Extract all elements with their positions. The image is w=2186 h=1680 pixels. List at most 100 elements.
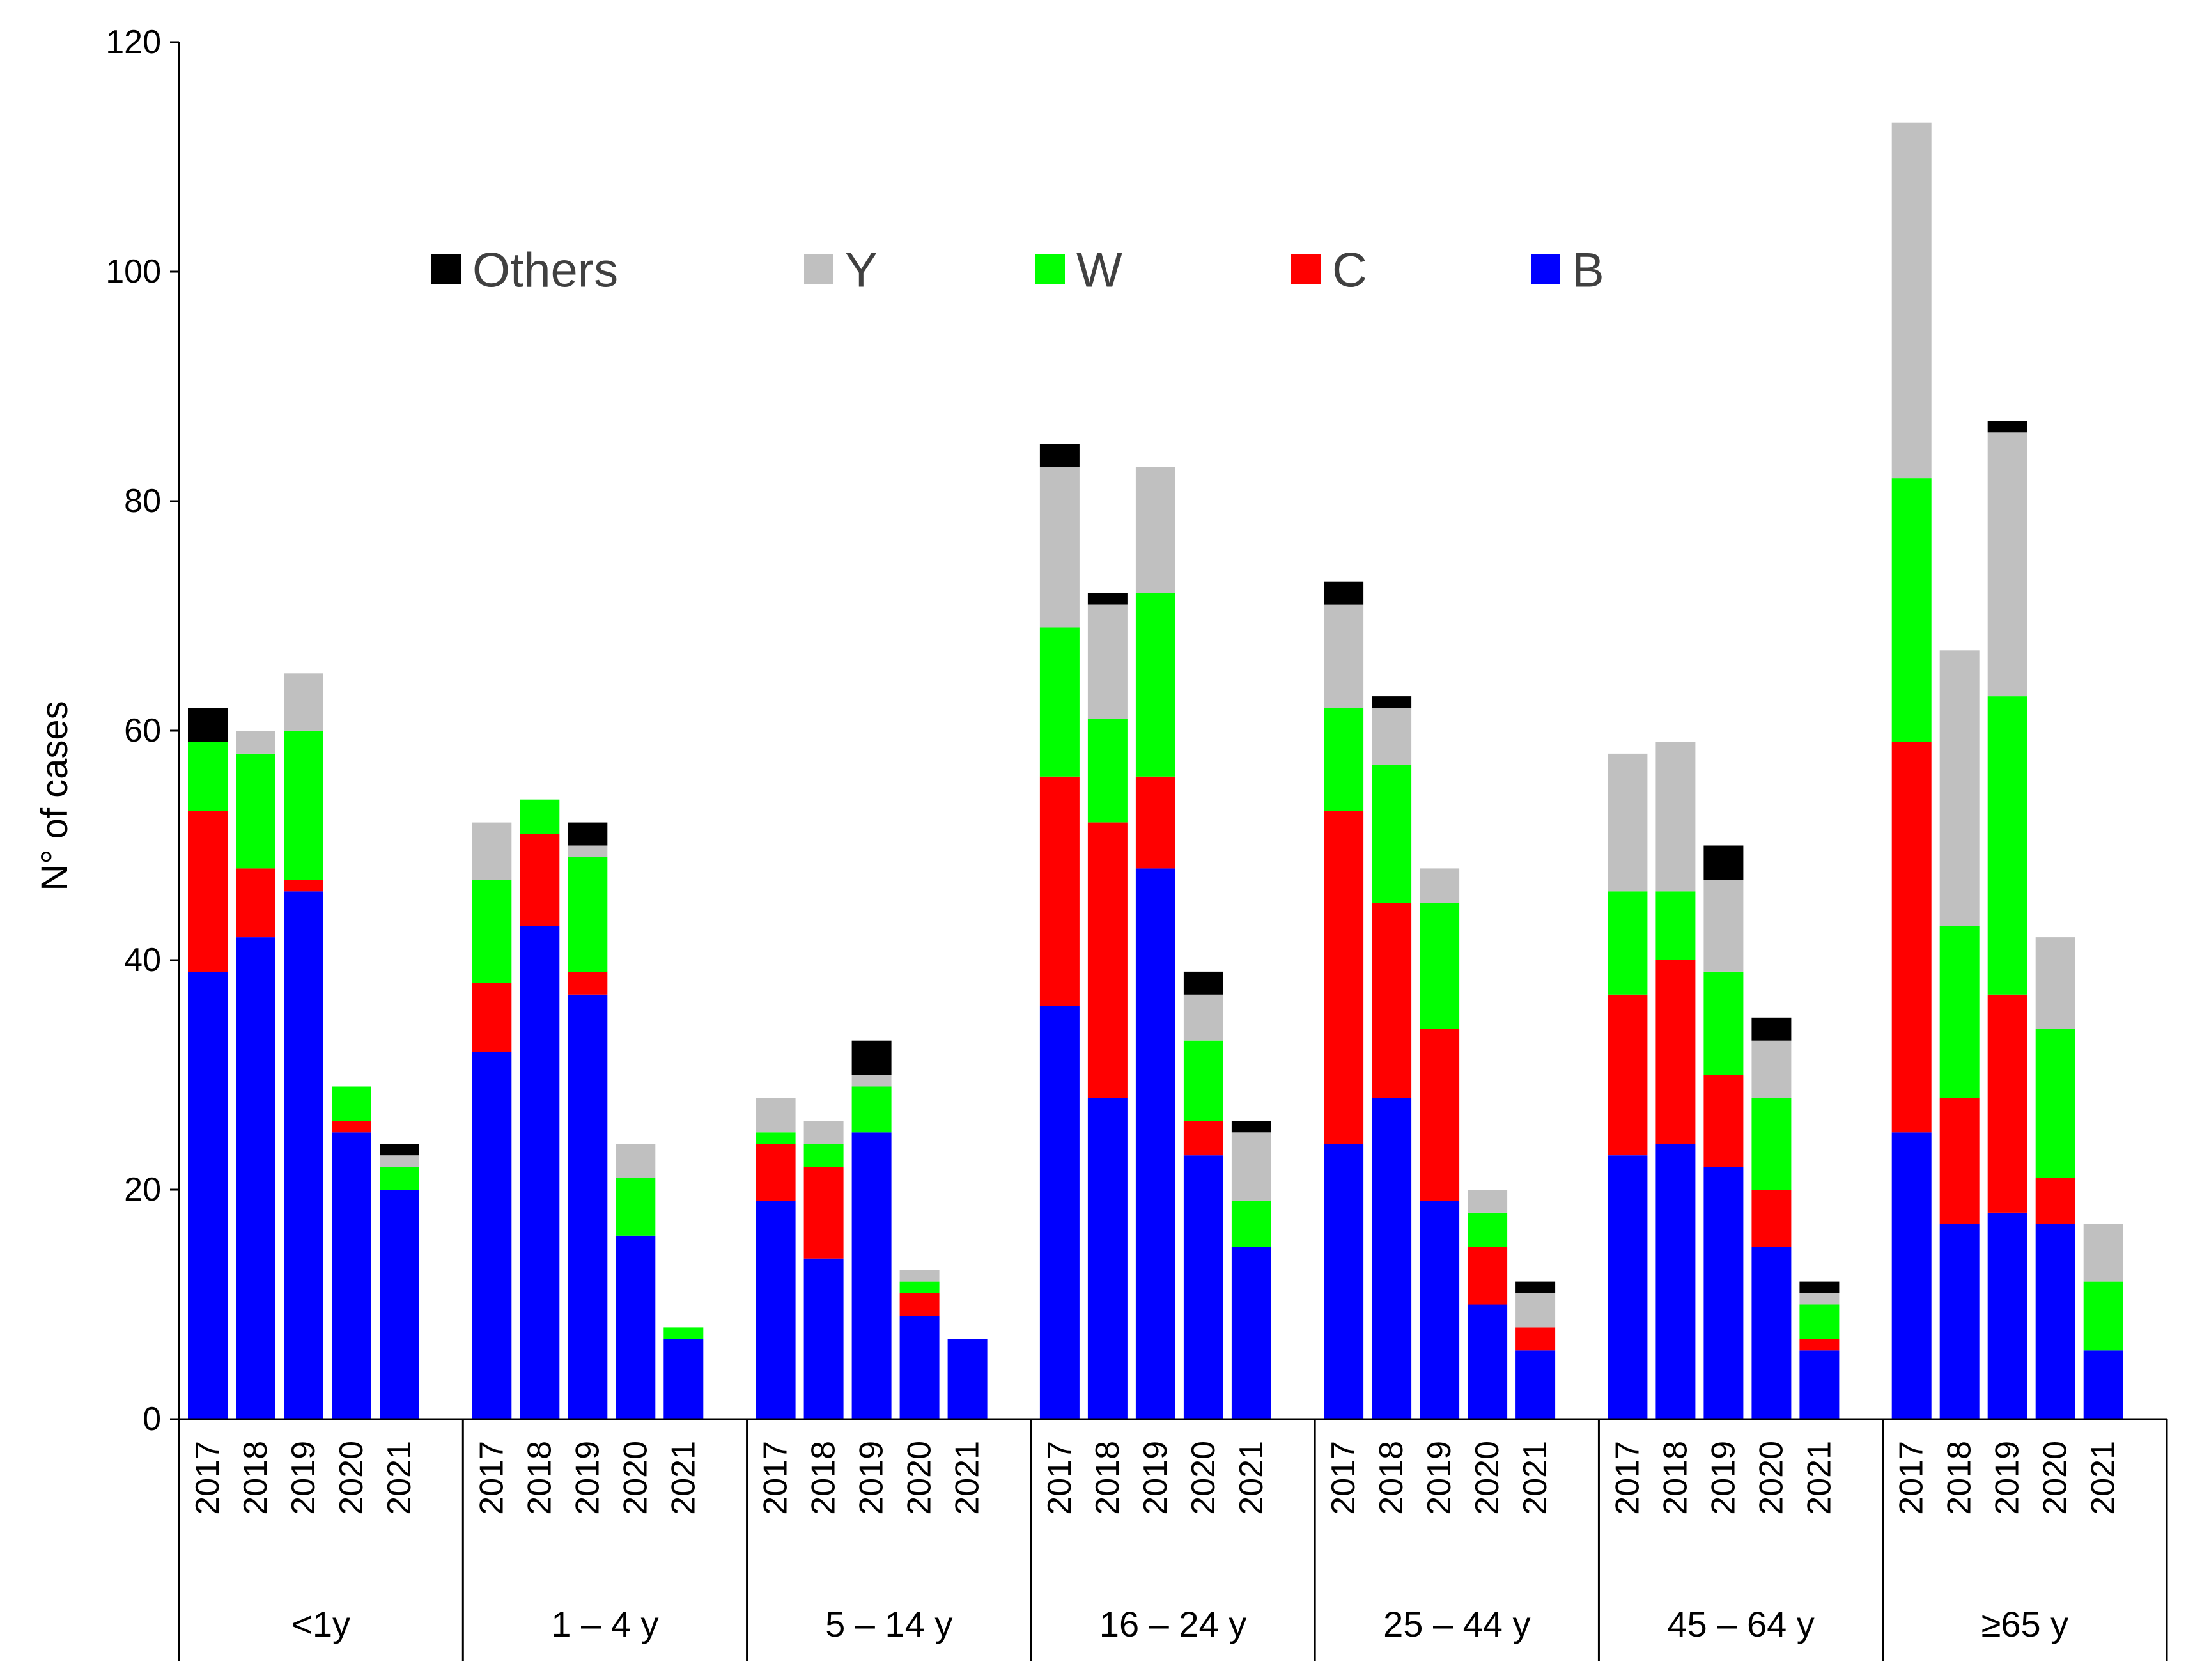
x-tick-label-year: 2018 [521,1441,558,1515]
bar-segment-w [520,799,560,834]
x-tick-label-year: 2021 [949,1441,986,1515]
bar-segment-c [1372,903,1412,1098]
bar-segment-c [520,834,560,926]
bar-segment-y [1372,708,1412,765]
bar-segment-y [1799,1293,1840,1305]
x-tick-label-year: 2021 [381,1441,418,1515]
x-tick-label-year: 2019 [853,1441,890,1515]
bar-segment-b [1039,1006,1080,1419]
bar-segment-y [1987,432,2027,697]
bar-segment-w [472,880,512,983]
bar-segment-b [188,971,228,1419]
bar-segment-c [1799,1339,1840,1351]
y-axis-title: N° of cases [34,701,75,891]
bar-segment-c [1891,742,1932,1133]
bar-segment-w [1420,903,1460,1029]
bar-segment-w [1087,719,1128,823]
bar-segment-w [1703,971,1744,1075]
bar-segment-others [1324,581,1364,605]
bar-segment-w [284,731,323,880]
bar-segment-w [1891,478,1932,742]
bar-segment-b [1608,1155,1648,1419]
bar-segment-y [1135,467,1175,593]
y-axis: 0 20 40 60 80 100 120 [105,24,180,1438]
x-tick-label-year: 2018 [1657,1441,1694,1515]
bar-segment-y [472,822,512,880]
bar-segment-b [803,1258,844,1419]
bar-segment-w [1608,891,1648,995]
y-tick-label: 100 [105,253,161,290]
bar-segment-y [1087,604,1128,719]
bar-segment-w [663,1327,704,1339]
bar-segment-y [1939,650,1980,926]
bar-segment-b [756,1201,796,1419]
bar-segment-y [380,1155,419,1167]
bar-segment-c [1183,1121,1223,1156]
y-tick-label: 120 [105,24,161,61]
x-tick-label-year: 2018 [805,1441,842,1515]
bar-segment-c [1135,776,1175,869]
x-tick-label-year: 2017 [757,1441,795,1515]
x-tick-label-year: 2020 [1753,1441,1790,1515]
x-tick-label-year: 2018 [1941,1441,1978,1515]
bar-segment-c [1655,960,1696,1144]
bar-segment-b [663,1339,704,1419]
bar-segment-b [1655,1144,1696,1419]
bar-segment-others [568,822,608,846]
x-tick-label-year: 2018 [1373,1441,1410,1515]
x-tick-label-year: 2019 [1421,1441,1458,1515]
bar-segment-b [236,937,275,1419]
x-tick-label-year: 2020 [2037,1441,2074,1515]
x-tick-label-year: 2017 [1041,1441,1078,1515]
legend-swatch-b [1531,254,1560,284]
bar-segment-b [1372,1098,1412,1419]
bar-segment-w [1231,1201,1271,1247]
bar-segment-b [1799,1350,1840,1419]
bar-segment-b [616,1235,656,1419]
bar-segment-y [1751,1040,1792,1098]
bar-segment-y [284,673,323,731]
y-tick-label: 60 [124,712,161,749]
bar-segment-others [1039,444,1080,467]
bar-segment-w [1183,1040,1223,1121]
bar-segment-b [1987,1212,2027,1419]
bar-segment-c [899,1293,940,1316]
x-tick-label-year: 2020 [1185,1441,1222,1515]
x-group-label: 45 – 64 y [1667,1604,1814,1644]
bar-segment-c [1703,1075,1744,1167]
legend: Others Y W C B [431,244,1604,298]
y-tick-label: 80 [124,483,161,520]
legend-swatch-w [1035,254,1065,284]
bar-segment-w [756,1132,796,1144]
bar-segment-c [1939,1098,1980,1224]
bar-segment-c [284,880,323,892]
bar-segment-b [284,891,323,1419]
bar-segment-y [756,1098,796,1133]
plot-bars [188,122,2123,1420]
bar-segment-y [1231,1132,1271,1201]
x-axis: 2017 2018 2019 2020 2021 <1y 2017 2018 2019 2020 2… [178,1418,2168,1661]
bar-segment-y [803,1121,844,1144]
bar-segment-b [1324,1144,1364,1419]
bar-segment-b [1135,868,1175,1419]
x-tick-label-year: 2017 [1893,1441,1930,1515]
bar-segment-y [2035,937,2075,1029]
x-tick-label-year: 2020 [901,1441,938,1515]
bar-segment-b [1087,1098,1128,1419]
bar-segment-others [1087,593,1128,605]
bar-segment-y [1324,604,1364,708]
legend-label-others: Others [472,244,618,298]
y-tick-label: 0 [143,1401,161,1438]
bar-segment-b [1891,1132,1932,1420]
x-group-label: <1y [291,1604,350,1644]
bar-segment-y [1039,467,1080,628]
x-tick-label-year: 2019 [1989,1441,2026,1515]
bar-segment-w [236,753,275,869]
x-tick-label-year: 2021 [1233,1441,1270,1515]
bar-segment-c [1324,811,1364,1144]
bar-segment-b [1183,1155,1223,1419]
x-tick-label-year: 2017 [1325,1441,1362,1515]
x-tick-label-year: 2018 [1089,1441,1126,1515]
x-group-label: ≥65 y [1981,1604,2069,1644]
